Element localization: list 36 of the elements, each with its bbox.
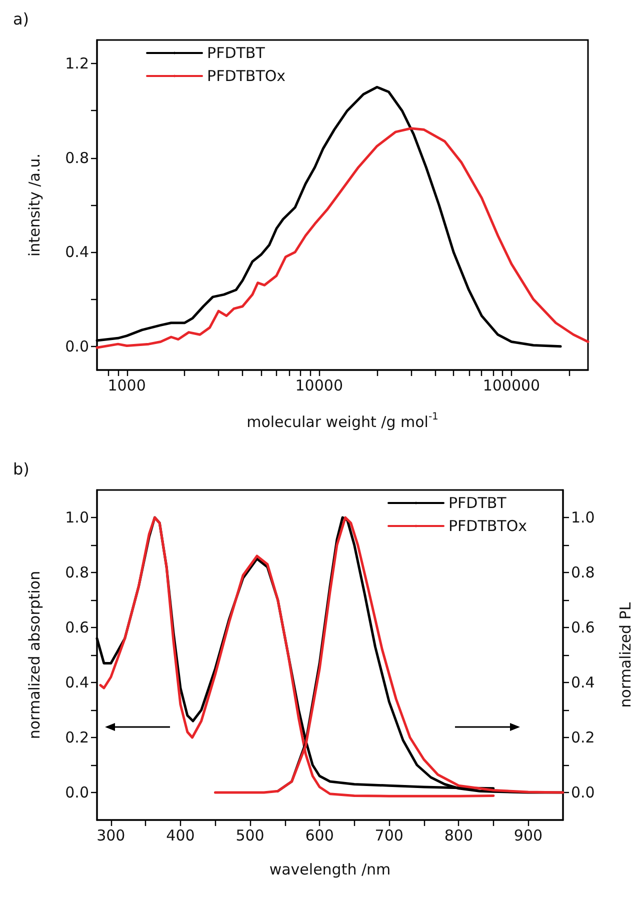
- x-tick-label: 300: [96, 826, 126, 844]
- y2-tick-label: 0.4: [571, 674, 595, 692]
- x-tick-label: 10000: [295, 376, 343, 394]
- y2-tick-label: 0.6: [571, 618, 595, 636]
- y-tick-label: 0.6: [65, 618, 89, 636]
- x-tick-label: 600: [305, 826, 334, 844]
- x-axis-title: wavelength /nm: [269, 860, 391, 878]
- y2-tick-label: 0.0: [571, 784, 595, 802]
- x-tick-label: 700: [374, 826, 404, 844]
- y-axis-title: intensity /a.u.: [26, 153, 44, 257]
- y-axis-title: normalized absorption: [26, 570, 44, 740]
- x-tick-label: 100000: [482, 376, 540, 394]
- y-tick-label: 1.2: [65, 54, 89, 73]
- x-tick-label: 1000: [108, 376, 146, 394]
- y-tick-label: 0.0: [65, 784, 89, 802]
- y-tick-label: 0.2: [65, 728, 89, 746]
- chart-title: b): [13, 460, 30, 478]
- x-tick-label: 900: [514, 826, 543, 844]
- y2-tick-label: 0.8: [571, 564, 595, 582]
- y2-axis-title: normalized PL: [616, 602, 634, 708]
- x-tick-label: 400: [166, 826, 195, 844]
- y-tick-label: 0.4: [65, 243, 89, 262]
- x-tick-label: 800: [444, 826, 473, 844]
- x-tick-label: 500: [236, 826, 264, 844]
- legend-label: PFDTBTOx: [207, 67, 286, 85]
- legend-label: PFDTBT: [207, 44, 266, 62]
- y-tick-label: 0.8: [65, 564, 89, 582]
- y-tick-label: 0.0: [65, 337, 89, 356]
- legend-label: PFDTBT: [448, 494, 508, 512]
- legend-label: PFDTBTOx: [448, 517, 528, 535]
- y-tick-label: 1.0: [65, 508, 89, 526]
- y2-tick-label: 1.0: [571, 508, 595, 526]
- chart-title: a): [13, 10, 30, 28]
- y2-tick-label: 0.2: [571, 728, 595, 746]
- y-tick-label: 0.4: [65, 674, 89, 692]
- y-tick-label: 0.8: [65, 148, 89, 167]
